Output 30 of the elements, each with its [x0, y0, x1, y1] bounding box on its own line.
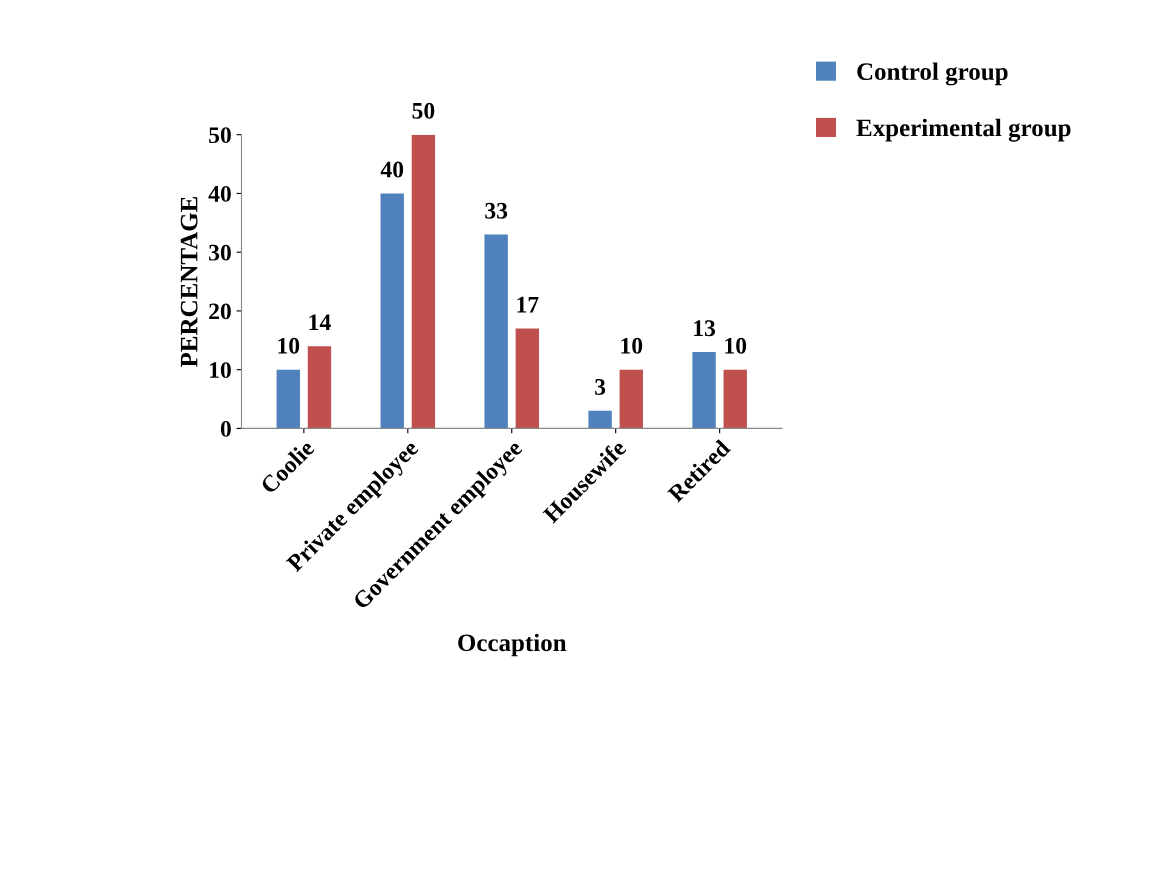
y-tick-label: 10 — [210, 362, 231, 379]
bar — [588, 410, 612, 429]
legend-label: Control group — [857, 62, 1008, 86]
bar — [619, 369, 643, 429]
bar — [484, 234, 508, 429]
data-label: 33 — [485, 202, 508, 219]
data-label: 10 — [621, 337, 643, 354]
bar — [380, 193, 404, 429]
y-axis-title: PERCENTAGE — [180, 196, 198, 368]
data-label: 13 — [694, 320, 716, 337]
bar — [515, 328, 540, 429]
data-label: 3 — [595, 379, 606, 395]
data-label: 10 — [278, 337, 300, 354]
data-label: 17 — [517, 296, 539, 313]
y-tick-label: 40 — [208, 185, 231, 202]
data-label: 50 — [412, 102, 435, 119]
bar — [411, 134, 436, 429]
data-label: 10 — [725, 337, 747, 354]
data-label: 40 — [380, 161, 404, 178]
bar — [723, 369, 747, 429]
legend-label: Experimental group — [856, 118, 1071, 142]
x-axis-title: Occaption — [458, 633, 567, 657]
data-label: 14 — [309, 314, 331, 331]
y-tick-label: 50 — [209, 127, 231, 144]
y-tick-label: 30 — [209, 244, 231, 261]
y-tick-label: 0 — [220, 420, 231, 437]
y-tick-label: 20 — [209, 303, 231, 320]
bar — [692, 352, 716, 429]
bar — [276, 369, 300, 429]
bar — [307, 346, 332, 429]
